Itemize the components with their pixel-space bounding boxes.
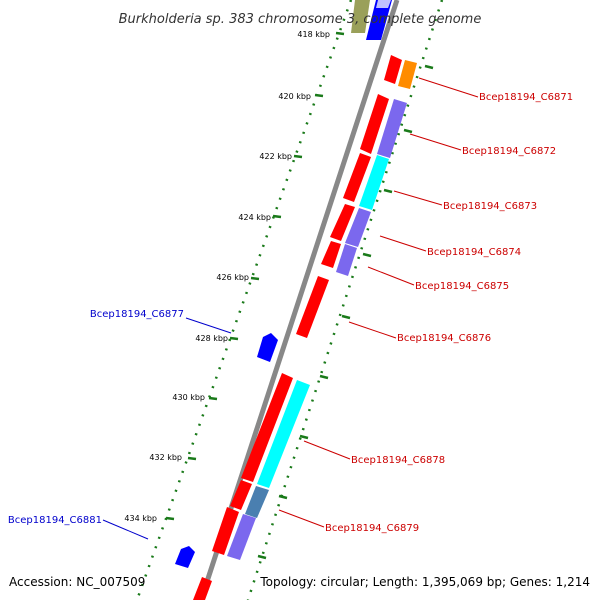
leader-line xyxy=(367,266,415,286)
cyan-feature[interactable] xyxy=(257,380,310,488)
outer-tick-marks xyxy=(257,64,434,560)
cyan-feature[interactable] xyxy=(359,155,389,210)
gene-labels: Bcep18194_C6871 Bcep18194_C6872 Bcep1819… xyxy=(8,92,573,534)
gene-arrow-C6878[interactable] xyxy=(241,373,293,482)
tick-label: 434 kbp xyxy=(124,514,157,523)
tick-mark xyxy=(257,554,267,560)
gene-arrow-C6879b[interactable] xyxy=(212,507,239,555)
gene-label[interactable]: Bcep18194_C6872 xyxy=(462,146,556,157)
forward-genes xyxy=(193,55,402,600)
tick-mark xyxy=(208,396,218,401)
gene-label[interactable]: Bcep18194_C6871 xyxy=(479,92,573,103)
tick-label: 426 kbp xyxy=(216,273,249,282)
leader-line xyxy=(185,317,232,334)
label-connectors xyxy=(102,77,479,540)
inner-tick-ring xyxy=(135,0,353,600)
outer-tick-ring xyxy=(246,0,444,600)
gene-label[interactable]: Bcep18194_C6876 xyxy=(397,333,491,344)
tick-mark xyxy=(229,336,239,341)
tick-label: 432 kbp xyxy=(149,453,182,462)
gene-arrow-C6872[interactable] xyxy=(360,94,389,154)
tick-mark xyxy=(319,374,329,380)
slate-feature[interactable] xyxy=(377,99,407,158)
slate-feature[interactable] xyxy=(345,208,371,247)
gene-arrow-C6873[interactable] xyxy=(343,153,371,202)
leader-line xyxy=(379,235,427,252)
steel-feature[interactable] xyxy=(245,486,269,518)
highlight-feature[interactable] xyxy=(376,0,391,8)
gene-arrow-C6879a[interactable] xyxy=(230,480,252,510)
tick-mark xyxy=(278,494,288,500)
tick-mark xyxy=(383,188,393,194)
tick-label: 430 kbp xyxy=(172,393,205,402)
topology-label: Topology: circular; Length: 1,395,069 bp… xyxy=(259,575,590,589)
tick-mark xyxy=(250,276,260,281)
tick-mark xyxy=(293,154,303,159)
gene-arrow-C6875[interactable] xyxy=(321,241,341,268)
reverse-gene-top[interactable] xyxy=(366,0,392,40)
leader-line xyxy=(278,509,325,528)
tick-label: 428 kbp xyxy=(195,334,228,343)
tick-mark xyxy=(403,128,413,134)
tick-mark xyxy=(299,434,309,440)
leader-line xyxy=(102,519,149,540)
leader-line xyxy=(418,77,479,98)
gene-arrow-C6881[interactable] xyxy=(175,546,195,568)
tick-mark xyxy=(165,516,175,521)
tick-mark xyxy=(341,314,351,320)
gene-arrow-C6876[interactable] xyxy=(296,276,329,338)
gene-arrow-C6871[interactable] xyxy=(384,55,402,84)
tick-mark xyxy=(314,93,324,98)
tick-mark xyxy=(272,214,282,219)
orange-feature[interactable] xyxy=(398,60,417,89)
leader-line xyxy=(303,440,351,460)
gene-label[interactable]: Bcep18194_C6878 xyxy=(351,455,445,466)
gene-arrow-C6877[interactable] xyxy=(257,333,278,362)
tick-label: 424 kbp xyxy=(238,213,271,222)
tick-labels: 418 kbp 420 kbp 422 kbp 424 kbp 426 kbp … xyxy=(124,30,330,523)
gene-arrow-C6874[interactable] xyxy=(330,204,355,241)
gene-label[interactable]: Bcep18194_C6873 xyxy=(443,201,537,212)
leader-line xyxy=(393,190,443,206)
tick-mark xyxy=(335,31,345,36)
feature-track xyxy=(227,60,417,560)
olive-feature[interactable] xyxy=(351,0,370,33)
tick-label: 420 kbp xyxy=(278,92,311,101)
gene-label[interactable]: Bcep18194_C6879 xyxy=(325,523,419,534)
tick-label: 418 kbp xyxy=(297,30,330,39)
tick-marks xyxy=(165,31,345,521)
tick-label: 422 kbp xyxy=(259,152,292,161)
tick-mark xyxy=(424,64,434,70)
gene-arrow-bottom[interactable] xyxy=(193,577,212,600)
gene-label[interactable]: Bcep18194_C6877 xyxy=(90,309,184,320)
gene-label[interactable]: Bcep18194_C6874 xyxy=(427,247,521,258)
reverse-genes xyxy=(175,333,278,568)
leader-line xyxy=(409,133,462,151)
accession-label: Accession: NC_007509 xyxy=(9,575,145,589)
map-title: Burkholderia sp. 383 chromosome 3, compl… xyxy=(119,12,482,27)
slate-feature[interactable] xyxy=(336,244,357,276)
leader-line xyxy=(348,321,397,339)
gene-label[interactable]: Bcep18194_C6875 xyxy=(415,281,509,292)
tick-mark xyxy=(362,252,372,258)
tick-mark xyxy=(187,456,197,461)
gene-label[interactable]: Bcep18194_C6881 xyxy=(8,515,102,526)
slate-feature[interactable] xyxy=(227,514,256,560)
